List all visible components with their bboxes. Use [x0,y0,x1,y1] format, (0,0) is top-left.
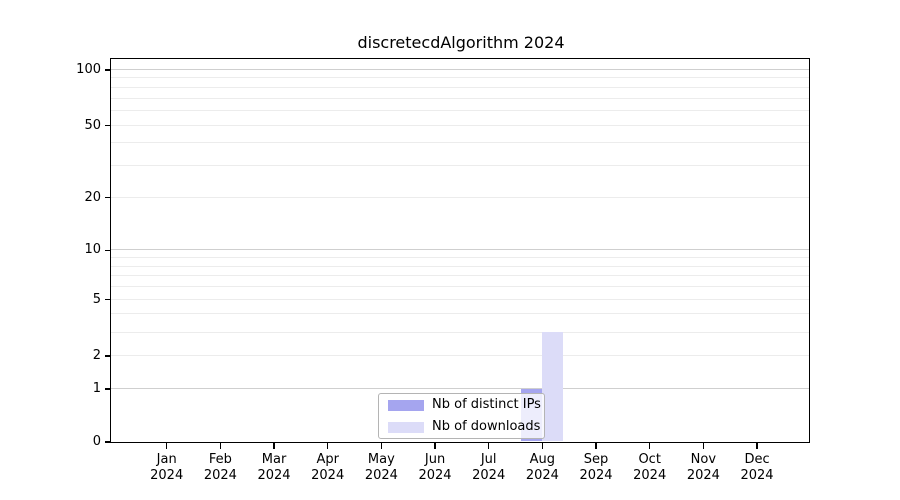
gridline-90 [111,77,809,79]
x-tick-jan [166,443,168,449]
gridline-20 [111,196,809,198]
gridline-2 [111,355,809,357]
gridline-40 [111,142,809,144]
y-tick-100 [104,69,111,71]
x-tick-label-may: May 2024 [364,452,398,483]
x-tick-label-aug: Aug 2024 [525,452,559,483]
x-tick-label-dec: Dec 2024 [740,452,774,483]
legend-label: Nb of downloads [432,419,541,434]
legend: Nb of distinct IPs Nb of downloads [378,393,545,439]
x-tick-oct [649,443,651,449]
gridline-4 [111,313,809,315]
gridline-8 [111,265,809,267]
y-tick-label-100: 100 [76,61,101,77]
x-tick-label-apr: Apr 2024 [311,452,345,483]
gridline-3 [111,331,809,333]
gridline-70 [111,97,809,99]
gridline-7 [111,275,809,277]
y-tick-50 [104,124,111,127]
x-tick-label-jul: Jul 2024 [472,452,506,483]
bar-nb-of-downloads-aug [541,332,563,441]
x-tick-label-nov: Nov 2024 [686,452,720,483]
gridline-80 [111,86,809,88]
x-tick-aug [541,443,544,449]
x-tick-label-jan: Jan 2024 [150,452,184,483]
x-tick-dec [756,443,758,449]
x-tick-sep [595,443,597,449]
x-tick-label-feb: Feb 2024 [203,452,237,483]
y-tick-label-2: 2 [92,348,101,364]
y-tick-label-50: 50 [84,117,101,133]
gridline-9 [111,257,809,259]
x-tick-jun [434,443,436,449]
legend-row-nb-of-downloads: Nb of downloads [388,418,544,436]
y-tick-2 [104,355,111,357]
y-tick-label-0: 0 [92,434,101,449]
y-tick-1 [104,388,111,390]
x-tick-label-sep: Sep 2024 [579,452,613,483]
gridline-6 [111,286,809,288]
x-tick-apr [327,443,329,449]
gridline-5 [111,298,809,300]
x-tick-may [380,443,383,449]
x-tick-label-mar: Mar 2024 [257,452,291,483]
gridline-60 [111,110,809,111]
legend-label: Nb of distinct IPs [432,397,541,412]
y-tick-10 [104,249,111,252]
x-tick-nov [702,443,705,449]
y-tick-0 [104,441,111,443]
x-tick-label-oct: Oct 2024 [633,452,667,483]
y-tick-label-1: 1 [92,381,101,397]
gridline-50 [111,124,809,126]
legend-swatch-nb-of-downloads [388,421,424,433]
gridline-1 [111,388,809,390]
gridline-100 [111,68,809,70]
y-tick-5 [104,298,111,301]
y-tick-20 [104,197,111,199]
legend-swatch-nb-of-distinct-ips [388,399,424,411]
x-tick-mar [273,443,275,449]
plot-area [110,58,810,443]
gridline-10 [111,249,809,251]
x-tick-feb [219,443,222,449]
y-tick-label-10: 10 [84,242,101,258]
legend-row-nb-of-distinct-ips: Nb of distinct IPs [388,396,544,414]
y-tick-label-20: 20 [84,189,101,205]
chart-title: discretecdAlgorithm 2024 [357,33,565,52]
y-tick-label-5: 5 [92,291,101,307]
x-tick-jul [488,443,490,449]
x-tick-label-jun: Jun 2024 [418,452,452,483]
gridline-30 [111,165,809,167]
